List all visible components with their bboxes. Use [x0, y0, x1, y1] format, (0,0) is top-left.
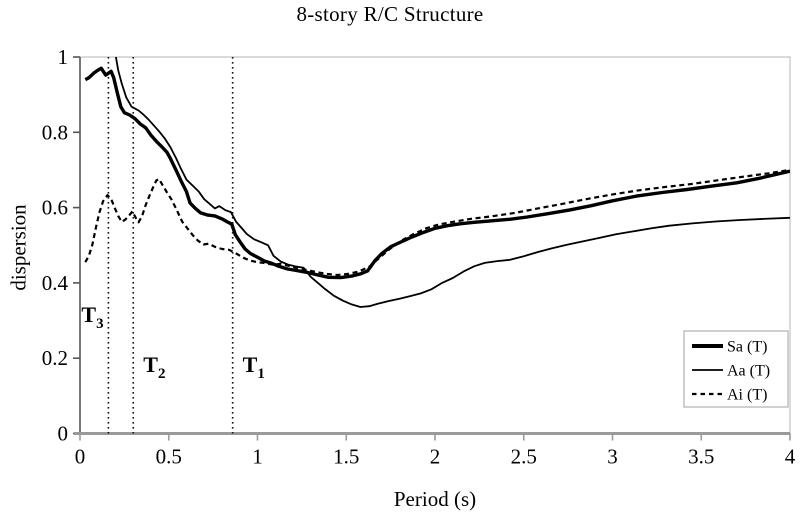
- y-tick-label: 1: [58, 45, 69, 69]
- x-tick-label: 2: [430, 445, 441, 469]
- chart-title: 8-story R/C Structure: [296, 2, 484, 26]
- x-tick-label: 0: [75, 445, 86, 469]
- y-tick-label: 0: [58, 422, 69, 446]
- legend-label: Aa (T): [727, 363, 770, 380]
- series-line-aa-t: [114, 57, 790, 308]
- series-line-ai-t: [84, 168, 790, 277]
- x-tick-label: 1.5: [333, 445, 359, 469]
- legend-label: Sa (T): [727, 339, 767, 356]
- x-tick-label: 3: [607, 445, 618, 469]
- y-tick-label: 0.6: [42, 196, 68, 220]
- x-tick-label: 4: [785, 445, 796, 469]
- x-axis-title: Period (s): [393, 487, 477, 511]
- y-tick-label: 0.2: [42, 346, 68, 370]
- x-tick-label: 1: [252, 445, 263, 469]
- mode-period-label: T2: [143, 352, 165, 382]
- mode-period-label: T3: [81, 302, 103, 332]
- y-tick-label: 0.8: [42, 120, 68, 144]
- legend: [683, 330, 789, 408]
- legend-label: Ai (T): [727, 387, 767, 404]
- series-line-sa-t: [84, 66, 790, 280]
- mode-period-label: T1: [243, 352, 265, 382]
- x-tick-label: 0.5: [156, 445, 182, 469]
- legend-item: Ai (T): [692, 387, 767, 404]
- legend-item: Aa (T): [692, 363, 770, 380]
- legend-item: Sa (T): [692, 339, 767, 356]
- x-tick-label: 3.5: [688, 445, 714, 469]
- x-tick-label: 2.5: [511, 445, 537, 469]
- y-tick-label: 0.4: [42, 271, 69, 295]
